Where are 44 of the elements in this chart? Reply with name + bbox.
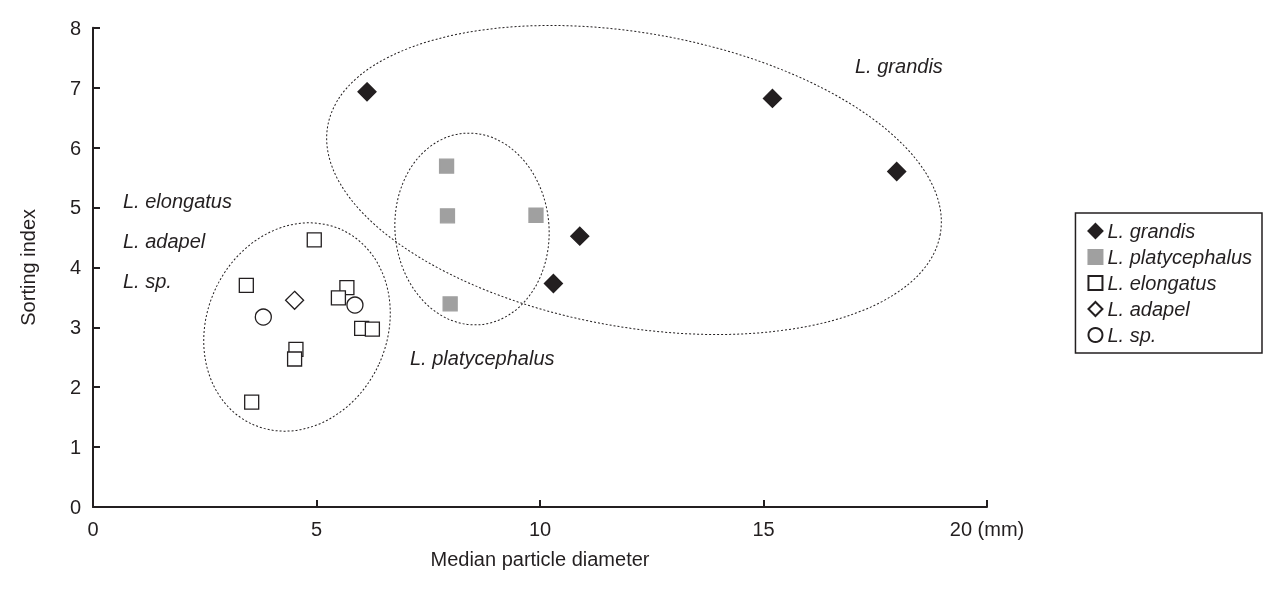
legend-label: L. adapel bbox=[1107, 298, 1191, 320]
y-tick-label: 4 bbox=[69, 256, 81, 279]
x-tick-label: 10 bbox=[528, 518, 552, 540]
legend-label: L. grandis bbox=[1107, 220, 1196, 242]
point bbox=[254, 308, 272, 326]
legend-label: L. sp. bbox=[1107, 324, 1157, 346]
point bbox=[238, 277, 254, 293]
x-tick-label: 0 bbox=[87, 518, 99, 540]
x-tick-label: 20 (mm) bbox=[949, 518, 1025, 540]
x-tick-label: 5 bbox=[310, 518, 323, 540]
point bbox=[330, 290, 347, 306]
point bbox=[364, 321, 381, 337]
point bbox=[438, 158, 455, 174]
y-axis-title: Sorting index bbox=[17, 208, 39, 326]
y-tick-label: 5 bbox=[69, 196, 81, 219]
y-tick-label: 1 bbox=[69, 436, 81, 459]
point bbox=[439, 208, 456, 224]
x-tick-label: 15 bbox=[752, 518, 775, 540]
point bbox=[286, 351, 303, 367]
annotation: L. grandis bbox=[855, 55, 943, 77]
annotation: L. elongatus bbox=[123, 190, 232, 212]
point bbox=[543, 273, 564, 294]
legend-label: L. elongatus bbox=[1107, 272, 1217, 294]
point bbox=[762, 88, 783, 109]
x-axis-title: Median particle diameter bbox=[430, 548, 650, 570]
y-tick-label: 7 bbox=[69, 76, 81, 99]
y-tick-label: 0 bbox=[69, 496, 81, 518]
point bbox=[357, 82, 377, 102]
point bbox=[442, 296, 458, 312]
point bbox=[887, 161, 907, 182]
point bbox=[346, 296, 364, 314]
y-tick-label: 2 bbox=[69, 376, 81, 399]
point bbox=[284, 290, 305, 310]
y-tick-label: 6 bbox=[69, 136, 81, 159]
y-tick-label: 8 bbox=[69, 16, 81, 39]
annotation: L. sp. bbox=[123, 270, 172, 292]
point bbox=[528, 207, 544, 223]
point bbox=[306, 232, 322, 248]
annotation: L. platycephalus bbox=[410, 347, 555, 369]
annotation: L. adapel bbox=[123, 230, 206, 252]
legend-label: L. platycephalus bbox=[1107, 246, 1253, 268]
point bbox=[244, 394, 260, 410]
point bbox=[570, 226, 590, 246]
y-tick-label: 3 bbox=[69, 316, 81, 339]
